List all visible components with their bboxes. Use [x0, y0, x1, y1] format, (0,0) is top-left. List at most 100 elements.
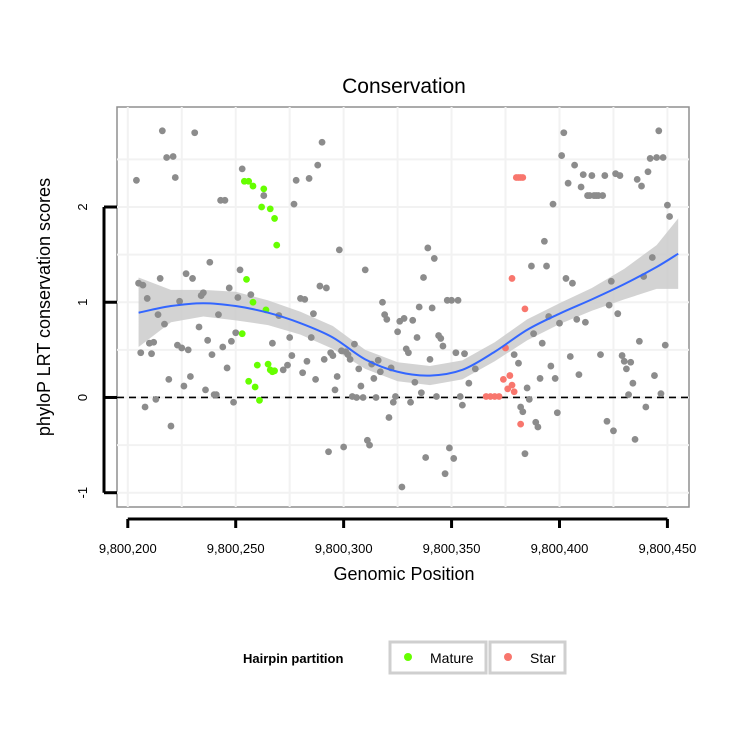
data-point-other [415, 303, 423, 311]
data-point-star [517, 420, 525, 428]
data-point-star [506, 372, 514, 379]
data-point-other [292, 176, 300, 184]
smooth-curve [138, 252, 679, 377]
data-point-other [232, 329, 240, 337]
data-point-other [404, 349, 412, 357]
data-point-other [566, 353, 574, 360]
data-point-other [335, 246, 343, 254]
data-point-other [279, 366, 287, 374]
axes: 9,800,200 9,800,250 9,800,300 9,800,350 9,80… [75, 203, 696, 556]
data-point-other [372, 394, 380, 401]
legend-item-star [488, 640, 567, 675]
data-point-other [189, 275, 196, 282]
data-point-other [631, 435, 639, 443]
data-point-other [370, 375, 378, 382]
data-point-mature [271, 367, 278, 375]
data-point-other [437, 335, 445, 342]
data-point-other [301, 295, 309, 303]
legend-star-swatch [504, 653, 512, 661]
data-point-other [186, 373, 194, 380]
data-point-other [392, 393, 399, 400]
data-point-other [206, 258, 214, 266]
data-point-other [284, 361, 291, 369]
data-point-other [152, 395, 160, 403]
data-point-other [638, 182, 645, 190]
data-point-other [456, 393, 464, 400]
data-point-other [519, 408, 527, 416]
data-point-other [525, 395, 533, 403]
y-tick-label: 0 [75, 394, 90, 401]
data-point-other [163, 154, 171, 161]
data-point-other [588, 172, 596, 179]
data-point-other [286, 334, 294, 341]
data-point-other [182, 270, 190, 278]
data-point-other [305, 175, 313, 182]
data-point-other [312, 375, 319, 383]
data-point-other [353, 394, 360, 401]
data-point-other [178, 344, 186, 352]
data-point-other [562, 275, 570, 282]
data-point-other [420, 274, 427, 281]
data-point-other [374, 356, 382, 364]
data-point-other [230, 398, 237, 406]
data-point-other [603, 417, 611, 425]
data-point-other [359, 394, 367, 401]
data-point-other [635, 337, 643, 345]
data-point-other [383, 315, 391, 323]
data-point-other [407, 398, 414, 406]
data-point-other [376, 368, 384, 376]
data-point-other [601, 172, 609, 179]
data-point-other [648, 254, 656, 261]
data-point-other [528, 262, 535, 270]
data-point-star [499, 375, 507, 383]
legend-mature-swatch [404, 653, 412, 661]
data-point-other [422, 454, 430, 461]
legend-title: Hairpin partition [243, 651, 343, 666]
data-point-other [515, 359, 522, 367]
data-point-other [536, 375, 544, 382]
y-tick-label: -1 [75, 487, 90, 499]
data-point-other [597, 351, 604, 359]
data-point-other [424, 244, 432, 252]
data-point-other [221, 196, 229, 204]
data-point-other [331, 386, 339, 394]
data-point-other [322, 284, 330, 292]
data-point-other [633, 175, 641, 183]
data-point-other [644, 168, 652, 176]
data-point-other [299, 369, 307, 377]
data-point-other [171, 174, 179, 181]
smooth-line [138, 252, 679, 377]
data-point-star [521, 305, 529, 313]
legend: Hairpin partition Mature Star [243, 640, 567, 675]
data-point-other [629, 379, 637, 387]
data-point-other [553, 409, 561, 417]
data-point-other [471, 365, 479, 373]
data-point-other [314, 161, 322, 169]
data-point-other [366, 441, 373, 449]
data-point-other [385, 414, 393, 421]
data-point-star [519, 174, 527, 181]
data-point-star [495, 393, 503, 400]
data-point-other [549, 200, 557, 208]
data-point-other [558, 152, 566, 159]
data-point-other [318, 138, 326, 146]
data-point-other [223, 364, 231, 372]
data-point-mature [245, 377, 253, 385]
data-point-other [215, 311, 222, 319]
data-point-other [540, 237, 548, 245]
x-axis-title: Genomic Position [333, 564, 474, 584]
data-point-other [614, 310, 622, 318]
data-point-other [288, 352, 296, 359]
data-point-other [238, 165, 246, 173]
data-point-other [409, 316, 417, 324]
data-point-other [441, 470, 449, 478]
data-point-other [571, 161, 578, 169]
data-point-other [180, 382, 188, 390]
data-point-other [340, 443, 348, 451]
data-point-other [616, 172, 624, 179]
data-point-mature [249, 298, 257, 306]
data-point-mature [266, 205, 274, 213]
data-point-other [417, 389, 425, 397]
data-point-other [510, 351, 518, 359]
